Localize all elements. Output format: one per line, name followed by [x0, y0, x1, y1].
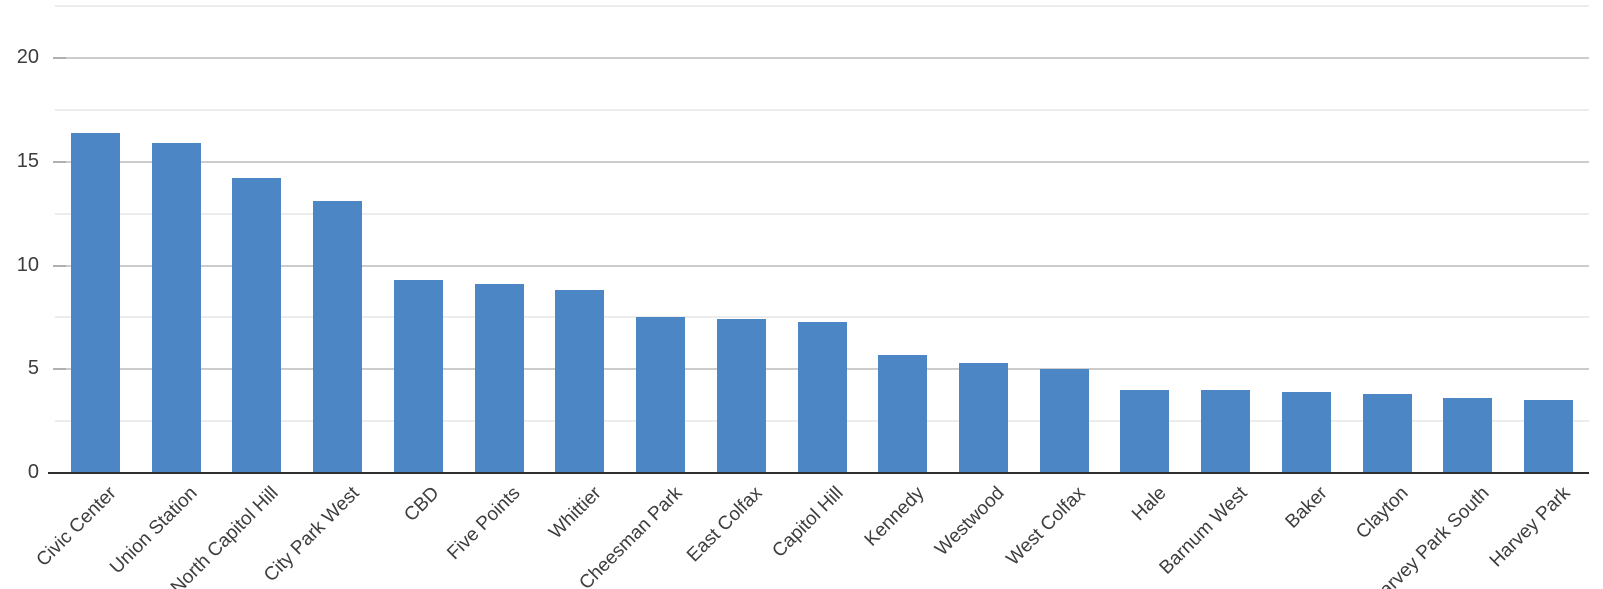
gridline-minor: [55, 5, 1589, 8]
gridline-major: [55, 57, 1589, 59]
gridline-minor: [55, 212, 1589, 215]
y-axis-tick: [53, 160, 66, 163]
bar[interactable]: [878, 354, 927, 473]
x-axis-line: [48, 472, 1589, 474]
bar[interactable]: [232, 178, 281, 473]
y-axis-tick: [53, 57, 66, 59]
bar[interactable]: [1040, 369, 1089, 473]
bar[interactable]: [555, 290, 604, 473]
gridline-major: [55, 160, 1589, 163]
gridline-minor: [55, 108, 1589, 111]
bar[interactable]: [959, 363, 1008, 473]
bar[interactable]: [1120, 390, 1169, 473]
y-axis-label: 15: [16, 149, 39, 172]
gridline-minor: [55, 316, 1589, 319]
bar[interactable]: [1201, 390, 1250, 473]
bar[interactable]: [313, 201, 362, 473]
bar[interactable]: [475, 284, 524, 473]
bar[interactable]: [1363, 394, 1412, 473]
y-axis-label: 20: [16, 46, 39, 68]
y-axis-label: 5: [27, 357, 39, 380]
bar[interactable]: [636, 317, 685, 473]
bar[interactable]: [1443, 398, 1492, 473]
bar[interactable]: [1524, 400, 1573, 473]
bar[interactable]: [1282, 392, 1331, 473]
bar[interactable]: [717, 319, 766, 473]
y-axis-tick: [53, 368, 66, 371]
y-axis-label: 10: [16, 253, 39, 276]
bar[interactable]: [152, 143, 201, 473]
bar[interactable]: [798, 321, 847, 473]
gridline-major: [55, 264, 1589, 267]
bar[interactable]: [71, 132, 120, 473]
bar[interactable]: [394, 280, 443, 473]
y-axis-label: 0: [27, 461, 39, 483]
y-axis-tick: [53, 264, 66, 267]
